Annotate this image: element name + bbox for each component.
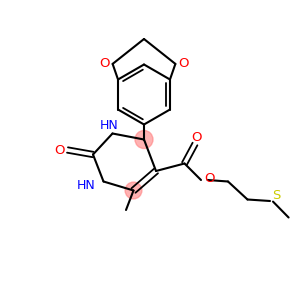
Text: HN: HN: [76, 178, 95, 192]
Text: O: O: [178, 57, 189, 70]
Text: HN: HN: [100, 118, 119, 132]
Circle shape: [135, 130, 153, 148]
Text: O: O: [99, 57, 110, 70]
Text: S: S: [272, 189, 281, 202]
Text: O: O: [204, 172, 215, 185]
Text: O: O: [191, 131, 202, 144]
Text: O: O: [54, 143, 64, 157]
Circle shape: [125, 182, 142, 199]
